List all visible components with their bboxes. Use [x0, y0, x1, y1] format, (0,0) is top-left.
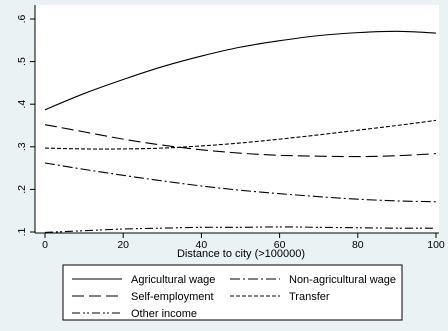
x-tick-label: 0: [42, 239, 48, 251]
x-tick-label: 20: [117, 239, 129, 251]
y-tick-label: .6: [16, 14, 28, 23]
series-line-1: [44, 30, 437, 111]
x-tick-label: 100: [427, 239, 445, 251]
y-tick-label: .4: [16, 100, 28, 109]
x-tick-label: 40: [196, 239, 208, 251]
legend-box: [62, 264, 403, 321]
x-tick-label: 60: [274, 239, 286, 251]
legend-label: Self-employment: [131, 291, 214, 303]
y-tick-label: .2: [16, 185, 28, 194]
series-line-4: [44, 119, 437, 150]
y-tick-label: .3: [16, 142, 28, 151]
legend-items: Agricultural wage Non-agricultural wage Se…: [72, 274, 396, 320]
y-tick-label: .5: [16, 57, 28, 66]
series-layer: [44, 30, 437, 233]
x-tick-label: 80: [352, 239, 364, 251]
legend-label: Non-agricultural wage: [289, 274, 396, 286]
x-axis-title: Distance to city (>100000): [177, 248, 305, 260]
legend-label: Transfer: [289, 291, 330, 303]
series-line-5: [44, 226, 437, 233]
legend-label: Other income: [131, 308, 197, 320]
legend: Agricultural wage Non-agricultural wage Se…: [62, 264, 403, 321]
y-ticks: .1 .2 .3 .4 .5 .6: [16, 14, 35, 236]
plot-area: [35, 5, 439, 233]
series-line-2: [44, 162, 437, 203]
y-tick-label: .1: [16, 227, 28, 236]
x-ticks: 0 20 40 60 80 100: [42, 233, 445, 251]
series-line-3: [44, 124, 437, 158]
legend-label: Agricultural wage: [131, 274, 215, 286]
